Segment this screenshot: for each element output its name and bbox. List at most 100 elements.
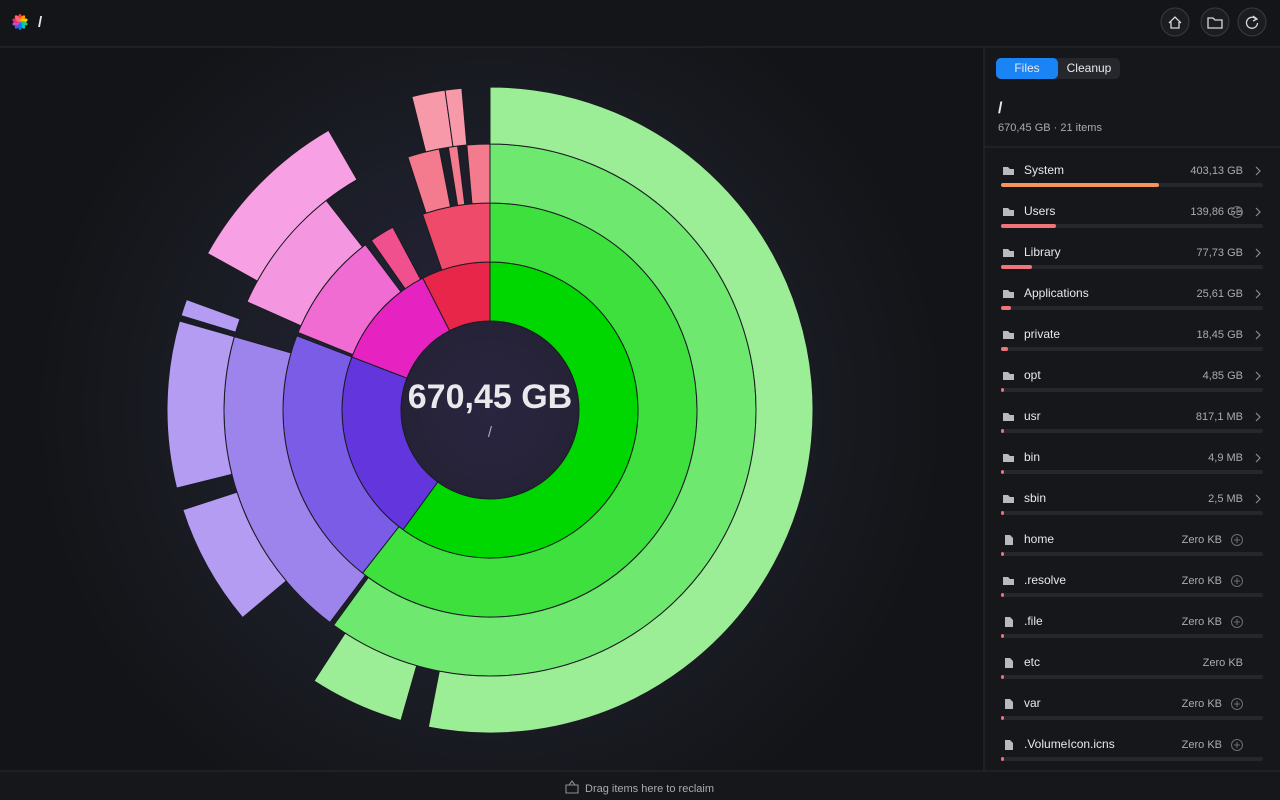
file-row[interactable]: .file Zero KB — [1001, 614, 1263, 638]
item-name: bin — [1024, 450, 1040, 464]
item-size: 817,1 MB — [1196, 411, 1243, 423]
item-size: 25,61 GB — [1197, 288, 1243, 300]
usage-track — [1001, 511, 1263, 515]
add-button[interactable] — [1231, 534, 1243, 546]
usage-track — [1001, 552, 1263, 556]
usage-fill — [1001, 388, 1004, 392]
usage-fill — [1001, 511, 1004, 515]
folder-icon — [1003, 454, 1014, 462]
app-logo[interactable] — [12, 14, 28, 30]
folder-icon — [1003, 495, 1014, 503]
drop-hint: Drag items here to reclaim — [585, 783, 714, 795]
tab-cleanup[interactable]: Cleanup — [1067, 61, 1112, 75]
item-name: Users — [1024, 204, 1055, 218]
chevron[interactable] — [1255, 166, 1261, 176]
file-row[interactable]: private 18,45 GB — [1001, 327, 1263, 351]
usage-fill — [1001, 306, 1011, 310]
tab-files[interactable]: Files — [1014, 61, 1039, 75]
file-row[interactable]: Library 77,73 GB — [1001, 245, 1263, 269]
chevron[interactable] — [1255, 371, 1261, 381]
item-size: 139,86 GB — [1190, 206, 1243, 218]
folder-icon — [1003, 208, 1014, 216]
item-name: .resolve — [1024, 573, 1066, 587]
item-size: Zero KB — [1182, 534, 1222, 546]
refresh-button[interactable] — [1237, 7, 1267, 37]
usage-fill — [1001, 183, 1159, 187]
file-row[interactable]: sbin 2,5 MB — [1001, 491, 1263, 515]
folder-icon — [1003, 577, 1014, 585]
sunburst-segment[interactable] — [206, 129, 358, 282]
usage-track — [1001, 388, 1263, 392]
usage-track — [1001, 593, 1263, 597]
item-name: .VolumeIcon.icns — [1024, 737, 1115, 751]
file-row[interactable]: etc Zero KB — [1001, 655, 1263, 679]
sunburst-segment[interactable] — [466, 143, 491, 205]
chevron[interactable] — [1255, 207, 1261, 217]
sunburst-segment[interactable] — [313, 632, 418, 722]
add-button[interactable] — [1231, 575, 1243, 587]
item-name: private — [1024, 327, 1060, 341]
item-name: sbin — [1024, 491, 1046, 505]
item-name: System — [1024, 163, 1064, 177]
item-name: Library — [1024, 245, 1061, 259]
add-button[interactable] — [1231, 616, 1243, 628]
file-icon — [1005, 658, 1013, 668]
file-list: System 403,13 GB Users 139,86 GB Library 77,7… — [1001, 163, 1263, 761]
add-button[interactable] — [1231, 739, 1243, 751]
item-size: 403,13 GB — [1190, 165, 1243, 177]
item-size: 2,5 MB — [1208, 493, 1243, 505]
usage-track — [1001, 347, 1263, 351]
usage-track — [1001, 224, 1263, 228]
chevron[interactable] — [1255, 289, 1261, 299]
sunburst-segment[interactable] — [370, 226, 422, 290]
file-row[interactable]: Applications 25,61 GB — [1001, 286, 1263, 310]
file-row[interactable]: var Zero KB — [1001, 696, 1263, 720]
sunburst-segment[interactable] — [407, 148, 452, 214]
item-size: Zero KB — [1182, 739, 1222, 751]
file-icon — [1005, 699, 1013, 709]
open-folder-button[interactable] — [1200, 7, 1230, 37]
home-button[interactable] — [1160, 7, 1190, 37]
chevron[interactable] — [1255, 248, 1261, 258]
footer — [0, 771, 1280, 800]
usage-track — [1001, 675, 1263, 679]
tab-active[interactable] — [996, 58, 1058, 79]
sunburst-segment[interactable] — [166, 320, 235, 489]
toolbar — [0, 0, 1280, 47]
file-row[interactable]: .resolve Zero KB — [1001, 573, 1263, 597]
file-row[interactable]: home Zero KB — [1001, 532, 1263, 556]
item-size: 77,73 GB — [1197, 247, 1243, 259]
item-size: Zero KB — [1182, 698, 1222, 710]
sunburst-segment[interactable] — [182, 491, 287, 619]
item-size: 4,85 GB — [1203, 370, 1243, 382]
file-row[interactable]: .VolumeIcon.icns Zero KB — [1001, 737, 1263, 761]
folder-icon — [1003, 290, 1014, 298]
item-name: opt — [1024, 368, 1041, 382]
file-row[interactable]: bin 4,9 MB — [1001, 450, 1263, 474]
usage-fill — [1001, 347, 1008, 351]
add-button[interactable] — [1231, 206, 1243, 218]
chevron[interactable] — [1255, 453, 1261, 463]
file-row[interactable]: System 403,13 GB — [1001, 163, 1263, 187]
chevron[interactable] — [1255, 494, 1261, 504]
item-size: 18,45 GB — [1197, 329, 1243, 341]
usage-track — [1001, 306, 1263, 310]
usage-track — [1001, 265, 1263, 269]
add-button[interactable] — [1231, 698, 1243, 710]
file-row[interactable]: opt 4,85 GB — [1001, 368, 1263, 392]
chevron[interactable] — [1255, 330, 1261, 340]
sunburst-chart[interactable] — [166, 86, 814, 734]
sunburst-segment[interactable] — [427, 86, 814, 734]
add-glyph — [1234, 701, 1240, 707]
add-glyph — [1234, 742, 1240, 748]
item-name: Applications — [1024, 286, 1089, 300]
folder-icon — [1003, 167, 1014, 175]
file-row[interactable]: usr 817,1 MB — [1001, 409, 1263, 433]
sunburst-segment[interactable] — [180, 298, 241, 333]
sidebar — [984, 48, 1280, 771]
file-row[interactable]: Users 139,86 GB — [1001, 204, 1263, 228]
sunburst-segment[interactable] — [444, 87, 468, 148]
chevron[interactable] — [1255, 412, 1261, 422]
usage-track — [1001, 429, 1263, 433]
